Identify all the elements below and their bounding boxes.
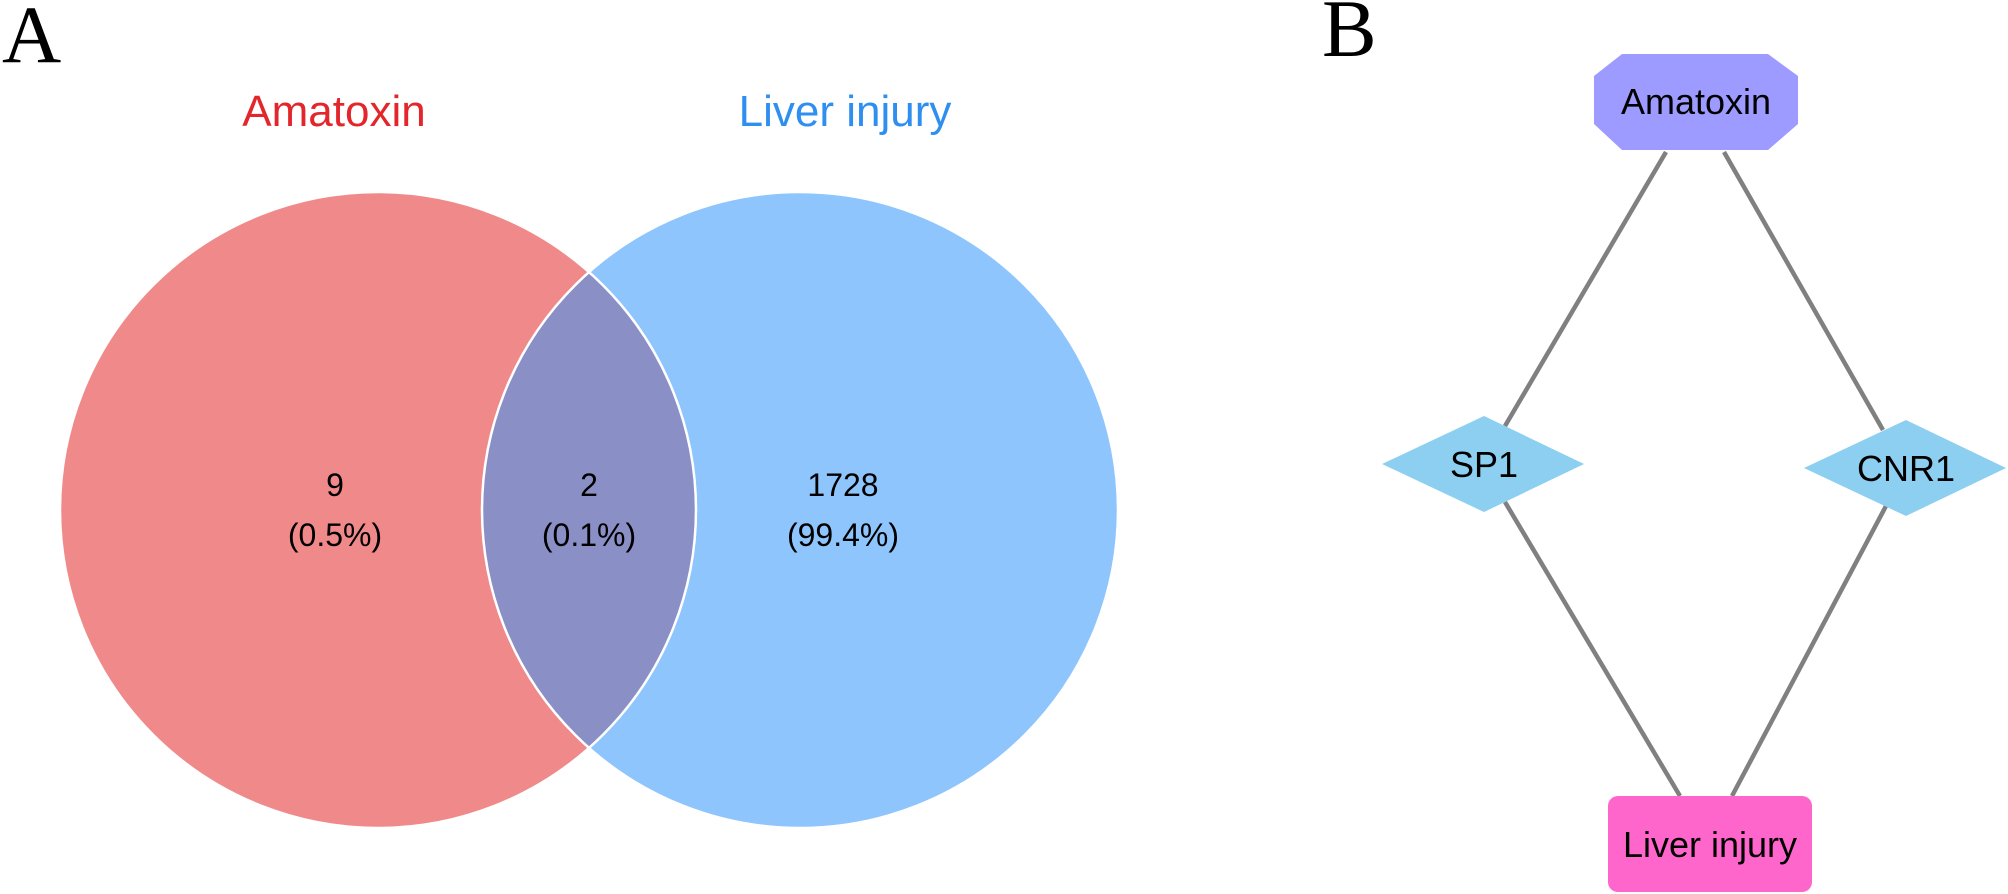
round-rectangle-shape [1608, 796, 1812, 892]
network-diagram: Amatoxin SP1 CNR1 Liver injury [1382, 54, 2006, 892]
edge-amatoxin-cnr1 [1722, 150, 1885, 432]
node-label-cnr1: CNR1 [1857, 448, 1955, 489]
diamond-shape [1382, 416, 1584, 512]
venn-percent-overlap: (0.1%) [542, 517, 636, 553]
panel-label-a: A [2, 0, 61, 80]
octagon-shape [1594, 54, 1798, 150]
venn-count-liver-only: 1728 [807, 467, 878, 503]
venn-title-amatoxin: Amatoxin [242, 87, 425, 136]
node-sp1: SP1 [1382, 416, 1584, 512]
edge-sp1-liver [1503, 500, 1682, 798]
venn-percent-liver-only: (99.4%) [787, 517, 899, 553]
node-label-amatoxin: Amatoxin [1621, 81, 1771, 122]
node-cnr1: CNR1 [1804, 420, 2006, 516]
network-edges [1503, 150, 1888, 798]
venn-count-overlap: 2 [580, 467, 598, 503]
panel-label-b: B [1322, 0, 1377, 74]
venn-count-amatoxin-only: 9 [326, 467, 344, 503]
venn-intersection [482, 192, 696, 828]
node-liver-injury: Liver injury [1608, 796, 1812, 892]
venn-percent-amatoxin-only: (0.5%) [288, 517, 382, 553]
venn-diagram: Amatoxin Liver injury 9 (0.5%) 2 (0.1%) … [58, 87, 1120, 830]
venn-outline-liver-injury [480, 190, 1120, 830]
edge-amatoxin-sp1 [1503, 150, 1668, 428]
edge-cnr1-liver [1730, 504, 1888, 798]
venn-title-liver-injury: Liver injury [739, 87, 952, 136]
venn-outline-amatoxin [58, 190, 698, 830]
diamond-shape [1804, 420, 2006, 516]
node-label-sp1: SP1 [1450, 444, 1518, 485]
node-amatoxin: Amatoxin [1594, 54, 1798, 150]
node-label-liver-injury: Liver injury [1623, 824, 1797, 865]
